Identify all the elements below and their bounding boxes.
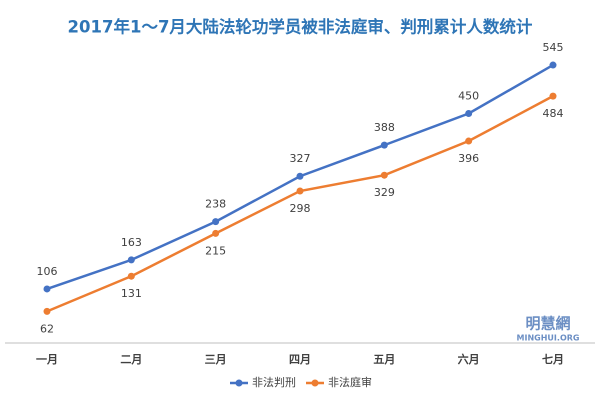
watermark: 明慧網 [525, 315, 570, 333]
data-label: 215 [205, 244, 226, 257]
data-label: 545 [543, 41, 564, 54]
data-label: 329 [374, 186, 395, 199]
data-point [380, 171, 388, 179]
data-point [212, 229, 220, 237]
data-label: 396 [458, 152, 479, 165]
data-point [465, 137, 473, 145]
data-point [296, 187, 304, 195]
data-point [549, 92, 557, 100]
data-point [465, 110, 473, 117]
x-tick-label: 四月 [289, 353, 311, 366]
legend-marker [311, 379, 319, 387]
legend-label: 非法庭审 [328, 375, 372, 389]
x-tick-label: 五月 [373, 353, 395, 366]
data-point [549, 61, 557, 69]
data-label: 388 [374, 121, 395, 134]
x-tick-label: 七月 [542, 352, 564, 366]
data-label: 484 [543, 107, 564, 120]
data-point [127, 256, 135, 264]
x-tick-label: 二月 [120, 353, 142, 366]
data-label: 163 [121, 236, 142, 249]
data-label: 131 [121, 287, 142, 300]
data-point [43, 307, 51, 315]
data-label: 62 [40, 322, 54, 335]
data-label: 238 [205, 198, 226, 211]
watermark: MINGHUI.ORG [517, 334, 580, 343]
data-label: 327 [290, 152, 311, 165]
data-label: 298 [290, 202, 311, 215]
x-tick-label: 三月 [205, 353, 227, 366]
data-point [212, 218, 220, 226]
data-point [380, 141, 388, 149]
x-tick-label: 六月 [458, 352, 480, 366]
legend-label: 非法判刑 [252, 375, 296, 389]
data-point [43, 285, 51, 293]
x-tick-label: 一月 [36, 353, 58, 366]
chart-title: 2017年1～7月大陆法轮功学员被非法庭审、判刑累计人数统计 [68, 17, 533, 37]
data-point [127, 272, 135, 280]
data-point [296, 172, 304, 180]
data-label: 450 [458, 90, 479, 103]
data-label: 106 [37, 265, 58, 278]
legend-marker [235, 379, 243, 387]
